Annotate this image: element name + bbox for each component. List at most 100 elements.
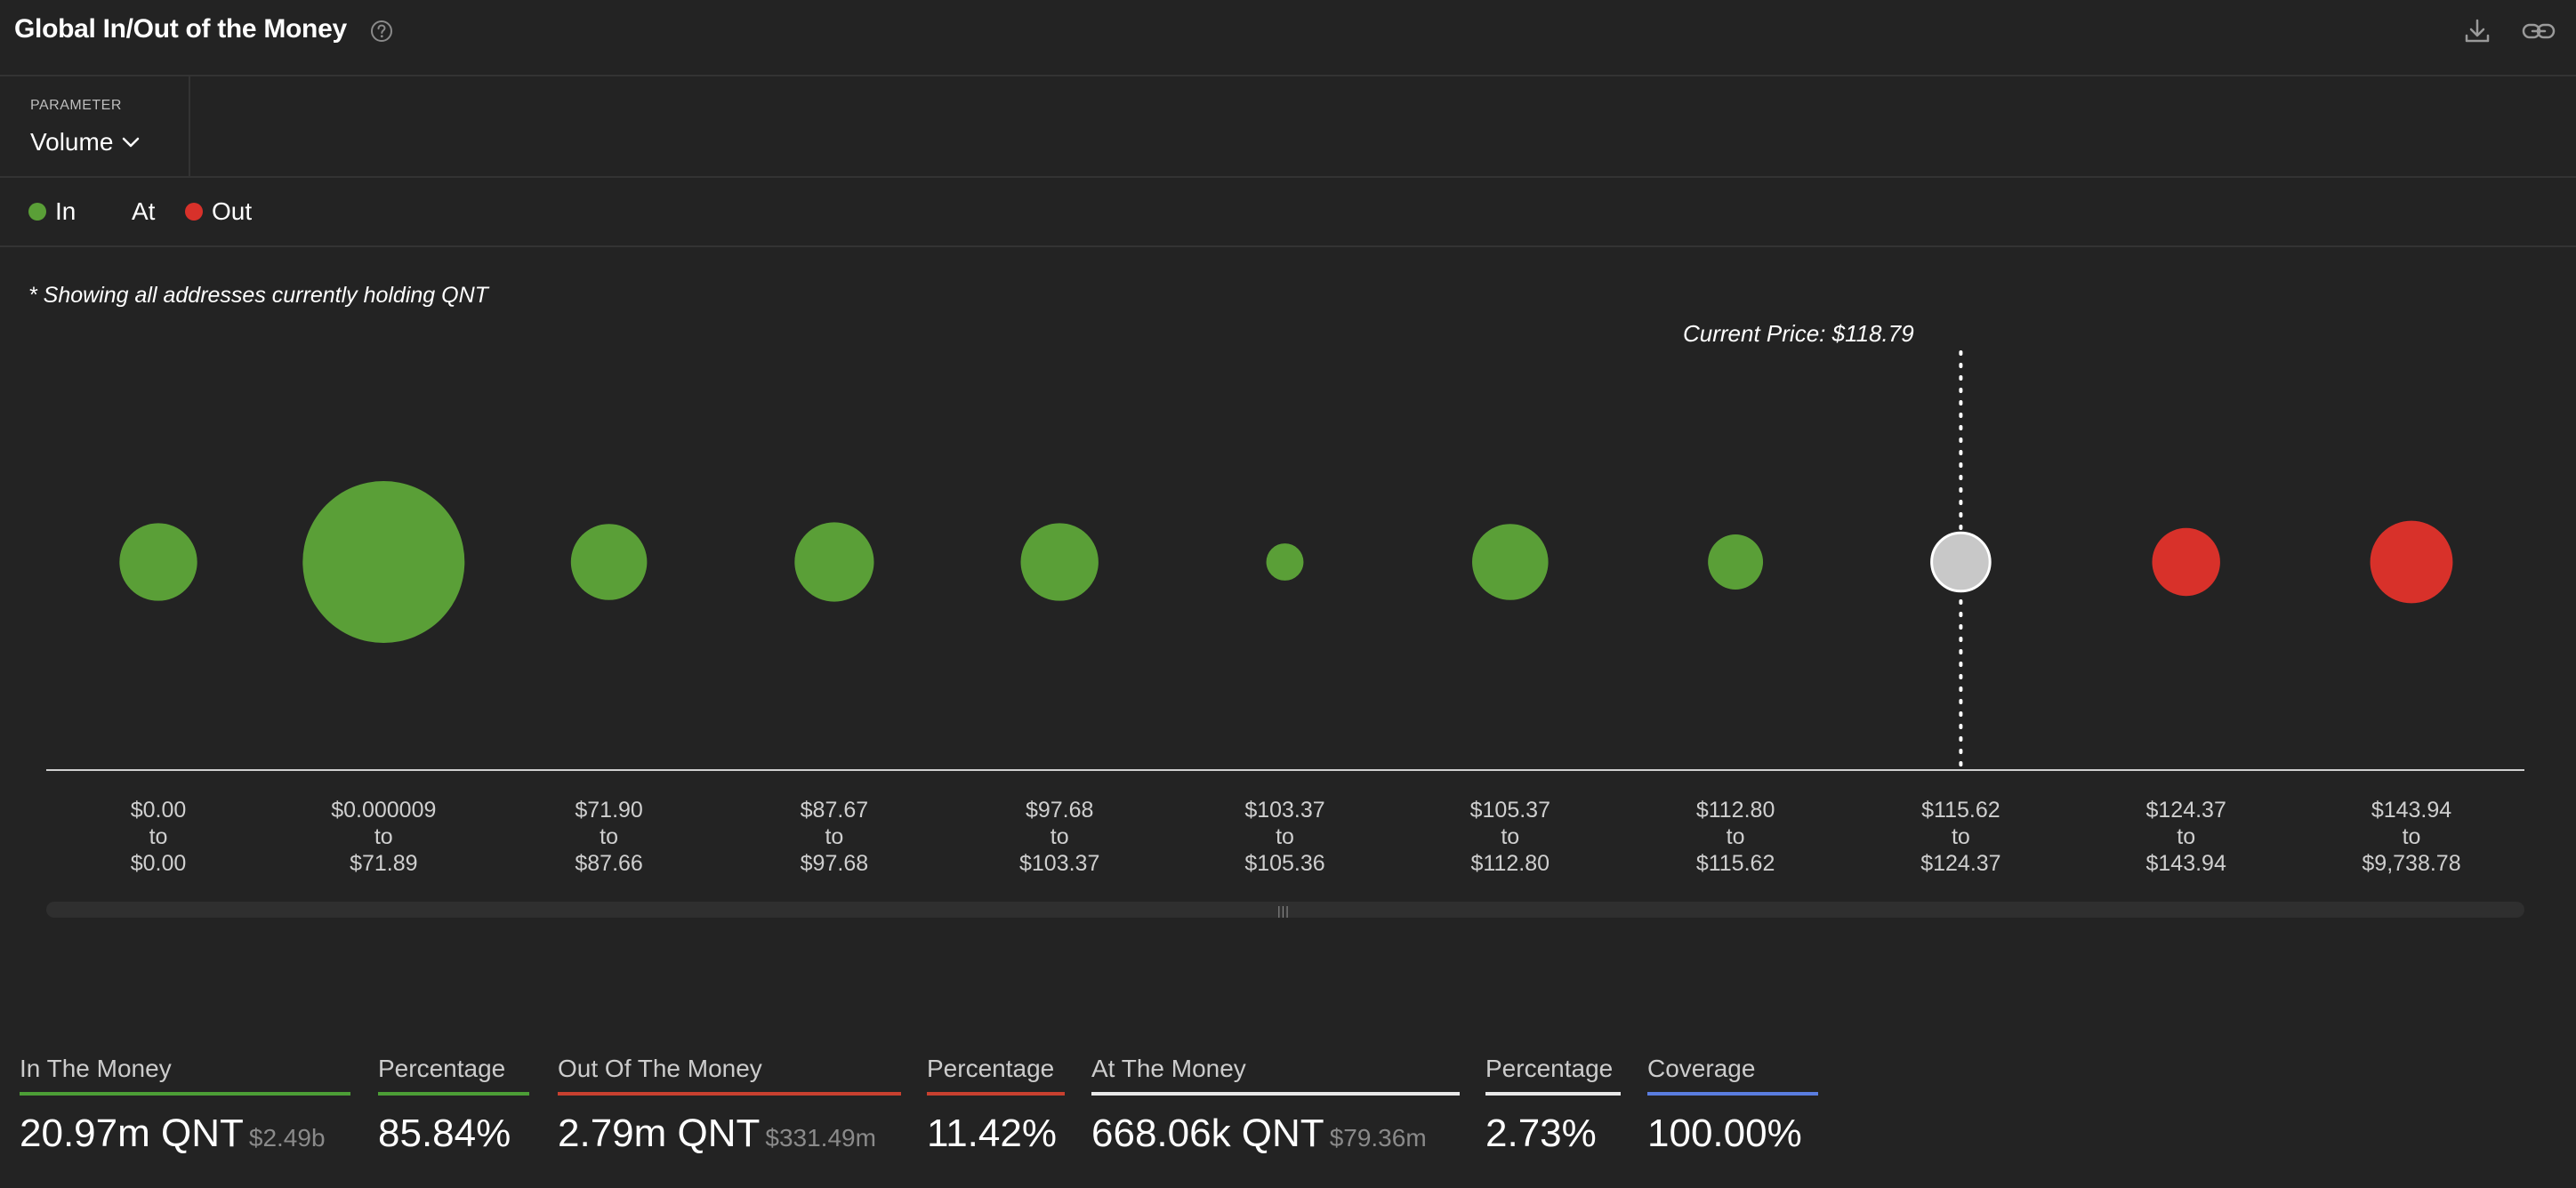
legend-dot-in [28, 203, 46, 221]
current-price-label: Current Price: $118.79 [1683, 320, 1914, 347]
bubble-in-1[interactable] [302, 481, 465, 643]
legend: In At Out [0, 178, 2576, 247]
x-tick-label: $0.00 to $0.00 [60, 797, 256, 877]
bubble-in-7[interactable] [1708, 534, 1764, 590]
legend-item-at[interactable]: At [132, 197, 155, 226]
download-icon[interactable] [2462, 16, 2492, 46]
stat-value: 668.06k QNT $79.36m [1091, 1112, 1460, 1156]
tick-connector: to [1276, 824, 1294, 849]
bubble-in-5[interactable] [1266, 543, 1304, 581]
legend-label-out: Out [212, 197, 253, 225]
stat-value: 2.73% [1485, 1112, 1621, 1156]
tick-from: $0.00 [130, 798, 187, 823]
parameter-label: PARAMETER [30, 98, 122, 113]
tick-connector: to [1951, 824, 1970, 849]
stat-value-text: 85.84% [378, 1112, 511, 1155]
stat-2: Out Of The Money 2.79m QNT $331.49m [558, 1055, 901, 1156]
bubble-in-4[interactable] [1020, 523, 1099, 601]
x-tick-label: $0.000009 to $71.89 [286, 797, 481, 877]
bubble-out-10[interactable] [2370, 520, 2453, 604]
stat-0: In The Money 20.97m QNT $2.49b [20, 1055, 350, 1156]
tick-to: $103.37 [1019, 851, 1100, 876]
tick-connector: to [1501, 824, 1520, 849]
x-tick-label: $115.62 to $124.37 [1863, 797, 2058, 877]
x-tick-label: $103.37 to $105.36 [1187, 797, 1383, 877]
chart-title: Global In/Out of the Money [14, 14, 347, 44]
tick-connector: to [1726, 824, 1745, 849]
holding-note: * Showing all addresses currently holdin… [28, 283, 488, 308]
legend-item-in[interactable]: In [28, 197, 76, 226]
tick-to: $143.94 [2145, 851, 2226, 876]
iomap-chart: Current Price: $118.79 $0.00 to $0.00 $0.00… [0, 320, 2576, 943]
chart-header: Global In/Out of the Money [0, 0, 2576, 76]
stat-value: 85.84% [378, 1112, 529, 1156]
x-tick-label: $71.90 to $87.66 [511, 797, 707, 877]
stat-value: 11.42% [927, 1112, 1065, 1156]
stat-value-text: 2.73% [1485, 1112, 1597, 1155]
tick-from: $97.68 [1025, 798, 1094, 823]
stat-5: Percentage 2.73% [1485, 1055, 1621, 1156]
stat-6: Coverage 100.00% [1647, 1055, 1818, 1156]
chart-scrollbar[interactable] [46, 902, 2524, 918]
bubble-in-6[interactable] [1472, 524, 1549, 600]
tick-from: $103.37 [1244, 798, 1325, 823]
tick-to: $71.89 [350, 851, 418, 876]
tick-connector: to [2177, 824, 2196, 849]
bubble-in-2[interactable] [570, 524, 648, 600]
tick-to: $105.36 [1244, 851, 1325, 876]
legend-dot-out [185, 203, 203, 221]
stat-label: Percentage [378, 1055, 529, 1096]
tick-to: $124.37 [1920, 851, 2001, 876]
tick-to: $9,738.78 [2362, 851, 2461, 876]
bubble-in-0[interactable] [119, 523, 197, 601]
stat-value-text: 2.79m QNT [558, 1112, 761, 1155]
stat-value-text: 20.97m QNT [20, 1112, 244, 1155]
bubble-at-8[interactable] [1930, 531, 1992, 593]
stat-4: At The Money 668.06k QNT $79.36m [1091, 1055, 1460, 1156]
tick-from: $87.67 [800, 798, 869, 823]
parameter-control: PARAMETER Volume [0, 76, 190, 176]
tick-to: $87.66 [575, 851, 643, 876]
stat-label: Percentage [927, 1055, 1065, 1096]
legend-label-in: In [55, 197, 76, 225]
tick-from: $124.37 [2145, 798, 2226, 823]
tick-from: $71.90 [575, 798, 643, 823]
tick-from: $115.62 [1921, 798, 2000, 823]
tick-from: $0.000009 [331, 798, 437, 823]
parameter-bar: PARAMETER Volume [0, 76, 2576, 178]
tick-connector: to [149, 824, 168, 849]
bubble-in-3[interactable] [794, 522, 874, 602]
tick-to: $112.80 [1470, 851, 1550, 876]
tick-connector: to [374, 824, 393, 849]
scrollbar-grip[interactable]: ||| [1277, 903, 1290, 918]
tick-to: $115.62 [1695, 851, 1775, 876]
tick-connector: to [1050, 824, 1069, 849]
parameter-dropdown[interactable]: Volume [30, 128, 140, 157]
tick-from: $105.37 [1469, 798, 1550, 823]
parameter-value: Volume [30, 128, 114, 156]
stat-label: Percentage [1485, 1055, 1621, 1096]
tick-connector: to [2402, 824, 2421, 849]
stat-label: At The Money [1091, 1055, 1460, 1096]
stat-sub-value: $331.49m [765, 1124, 876, 1152]
tick-to: $97.68 [800, 851, 869, 876]
x-tick-label: $87.67 to $97.68 [737, 797, 932, 877]
link-icon[interactable] [2521, 16, 2556, 46]
stat-value: 2.79m QNT $331.49m [558, 1112, 901, 1156]
legend-label-at: At [132, 197, 156, 225]
stat-value: 100.00% [1647, 1112, 1818, 1156]
x-tick-label: $112.80 to $115.62 [1638, 797, 1833, 877]
stat-label: Out Of The Money [558, 1055, 901, 1096]
bubble-out-9[interactable] [2152, 527, 2220, 597]
stat-1: Percentage 85.84% [378, 1055, 529, 1156]
tick-to: $0.00 [130, 851, 187, 876]
x-tick-label: $143.94 to $9,738.78 [2314, 797, 2509, 877]
legend-item-out[interactable]: Out [185, 197, 252, 226]
question-circle-icon[interactable] [370, 20, 393, 43]
stat-label: Coverage [1647, 1055, 1818, 1096]
stat-value-text: 668.06k QNT [1091, 1112, 1324, 1155]
x-tick-label: $124.37 to $143.94 [2089, 797, 2284, 877]
tick-from: $112.80 [1695, 798, 1775, 823]
stat-sub-value: $79.36m [1329, 1124, 1427, 1152]
stat-value-text: 100.00% [1647, 1112, 1802, 1155]
